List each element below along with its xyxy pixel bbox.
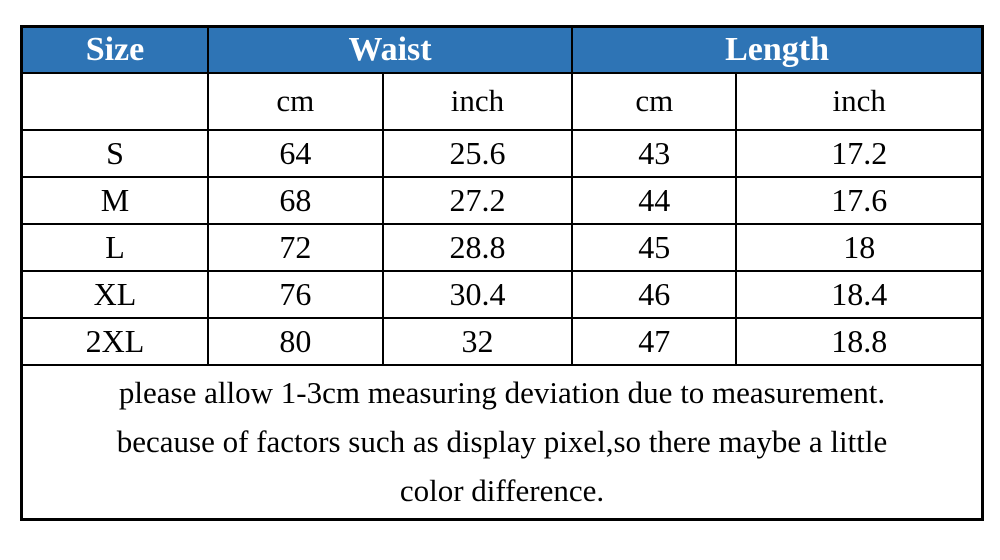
units-length-cm: cm bbox=[571, 71, 738, 131]
cell-length-inch: 18.8 bbox=[735, 316, 984, 366]
cell-size: XL bbox=[20, 269, 209, 319]
cell-length-inch: 18.4 bbox=[735, 269, 984, 319]
disclaimer-cell: please allow 1-3cm measuring deviation d… bbox=[20, 363, 984, 520]
size-chart: Size Waist Length cm inch cm inch S 64 2… bbox=[20, 25, 984, 521]
cell-waist-cm: 68 bbox=[206, 175, 384, 225]
table-row: M 68 27.2 44 17.6 bbox=[20, 175, 984, 225]
cell-waist-cm: 80 bbox=[206, 316, 384, 366]
disclaimer-line-1: please allow 1-3cm measuring deviation d… bbox=[118, 375, 886, 410]
cell-waist-inch: 32 bbox=[381, 316, 574, 366]
disclaimer-line-3: color difference. bbox=[399, 473, 605, 508]
cell-size: M bbox=[20, 175, 209, 225]
header-size: Size bbox=[20, 25, 209, 74]
cell-waist-cm: 76 bbox=[206, 269, 384, 319]
cell-waist-inch: 25.6 bbox=[381, 128, 574, 178]
cell-waist-cm: 72 bbox=[206, 222, 384, 272]
cell-waist-inch: 28.8 bbox=[381, 222, 574, 272]
header-length: Length bbox=[571, 25, 984, 74]
cell-length-cm: 45 bbox=[571, 222, 738, 272]
cell-length-cm: 43 bbox=[571, 128, 738, 178]
cell-size: S bbox=[20, 128, 209, 178]
units-waist-cm: cm bbox=[206, 71, 384, 131]
table-footer-row: please allow 1-3cm measuring deviation d… bbox=[20, 363, 984, 520]
size-chart-table: Size Waist Length cm inch cm inch S 64 2… bbox=[20, 25, 984, 521]
cell-length-cm: 47 bbox=[571, 316, 738, 366]
disclaimer-line-2: because of factors such as display pixel… bbox=[116, 424, 888, 459]
units-empty-cell bbox=[20, 71, 209, 131]
table-row: XL 76 30.4 46 18.4 bbox=[20, 269, 984, 319]
table-row: S 64 25.6 43 17.2 bbox=[20, 128, 984, 178]
cell-length-inch: 17.6 bbox=[735, 175, 984, 225]
cell-length-inch: 18 bbox=[735, 222, 984, 272]
table-row: L 72 28.8 45 18 bbox=[20, 222, 984, 272]
cell-waist-inch: 27.2 bbox=[381, 175, 574, 225]
units-waist-inch: inch bbox=[381, 71, 574, 131]
table-row: 2XL 80 32 47 18.8 bbox=[20, 316, 984, 366]
cell-length-cm: 46 bbox=[571, 269, 738, 319]
cell-waist-inch: 30.4 bbox=[381, 269, 574, 319]
header-waist: Waist bbox=[206, 25, 574, 74]
units-length-inch: inch bbox=[735, 71, 984, 131]
table-header-row: Size Waist Length bbox=[20, 25, 984, 74]
table-units-row: cm inch cm inch bbox=[20, 71, 984, 131]
cell-waist-cm: 64 bbox=[206, 128, 384, 178]
cell-size: 2XL bbox=[20, 316, 209, 366]
cell-length-inch: 17.2 bbox=[735, 128, 984, 178]
cell-size: L bbox=[20, 222, 209, 272]
cell-length-cm: 44 bbox=[571, 175, 738, 225]
